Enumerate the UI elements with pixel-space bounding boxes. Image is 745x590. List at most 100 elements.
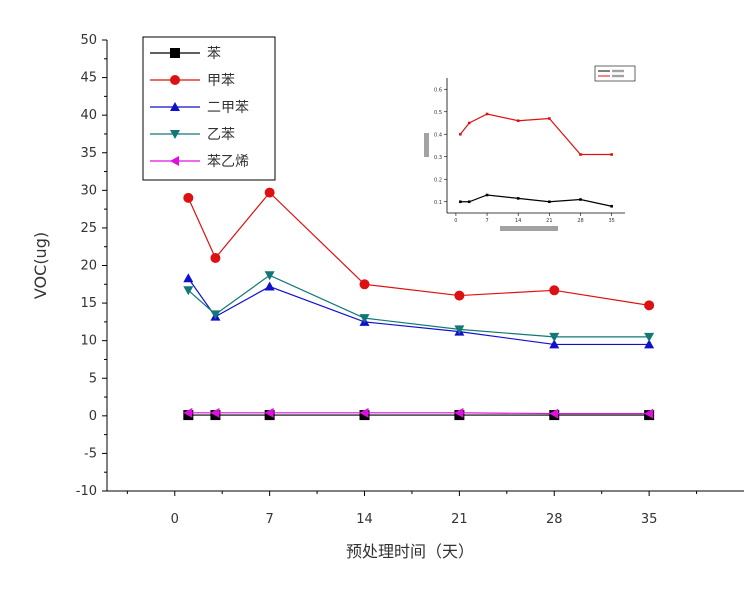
data-point <box>644 339 655 349</box>
inset-y-tick-label: 0.2 <box>434 177 442 183</box>
y-tick-label: 45 <box>80 71 97 86</box>
legend-label: 甲苯 <box>207 72 235 89</box>
x-tick-label: 0 <box>171 512 179 527</box>
data-point <box>454 325 465 335</box>
x-tick-label: 14 <box>356 512 373 527</box>
inset-y-tick-label: 0.5 <box>434 110 442 116</box>
y-axis-title: VOC(ug) <box>31 232 50 299</box>
legend-label: 乙苯 <box>207 126 235 143</box>
y-tick-label: -10 <box>76 484 97 499</box>
legend-marker <box>170 48 180 58</box>
inset-x-tick-label: 0 <box>454 218 457 224</box>
data-point <box>183 407 193 418</box>
y-tick-label: 20 <box>80 259 97 274</box>
legend-label: 二甲苯 <box>207 99 249 116</box>
inset-chart: 0.1 0.2 0.3 0.4 0.5 0.6 0 7 14 21 28 35 <box>424 65 636 231</box>
inset-data-point <box>459 200 462 204</box>
legend-box <box>142 36 276 181</box>
inset-data-point <box>610 153 613 156</box>
data-point <box>549 285 560 296</box>
y-tick-label: 15 <box>80 296 97 311</box>
y-tick-label: 50 <box>80 33 97 48</box>
data-point <box>549 339 560 349</box>
inset-x-tick-label: 28 <box>577 218 583 224</box>
inset-legend-label <box>612 69 624 73</box>
legend-item: 甲苯 <box>150 72 235 89</box>
inset-data-point <box>579 153 582 156</box>
inset-y-axis-title <box>424 133 429 157</box>
legend-marker <box>170 130 180 139</box>
series-group <box>183 187 655 311</box>
data-point <box>454 290 465 301</box>
data-point <box>359 407 369 418</box>
x-tick-label: 28 <box>546 512 563 527</box>
y-tick-label: -5 <box>84 446 97 461</box>
inset-y-tick-label: 0.6 <box>434 87 442 93</box>
legend-label: 苯 <box>207 45 221 62</box>
data-point <box>264 187 275 198</box>
legend-item: 苯乙烯 <box>150 153 249 170</box>
legend-item: 乙苯 <box>150 126 235 143</box>
inset-x-tick-label: 21 <box>546 218 552 224</box>
data-point <box>359 314 370 324</box>
y-tick-label: 10 <box>80 334 97 349</box>
inset-data-point <box>579 198 582 201</box>
data-point <box>644 332 655 342</box>
series-group <box>183 407 654 419</box>
series-group <box>183 271 655 342</box>
data-point <box>644 408 654 419</box>
data-point <box>549 332 560 342</box>
inset-series-group <box>459 193 613 208</box>
data-point <box>644 300 655 311</box>
data-point <box>183 192 194 203</box>
inset-data-point <box>485 112 489 116</box>
data-point <box>210 407 220 418</box>
data-point <box>264 281 275 291</box>
inset-x-tick-label: 35 <box>608 218 614 224</box>
legend-marker <box>170 75 180 85</box>
data-point <box>454 407 464 418</box>
inset-x-axis-title <box>500 226 558 231</box>
inset-legend <box>594 65 636 82</box>
data-point <box>264 271 275 281</box>
x-tick-label: 35 <box>641 512 658 527</box>
legend-marker <box>170 102 180 111</box>
main-series <box>183 187 655 421</box>
inset-data-point <box>548 117 551 120</box>
y-tick-label: 40 <box>80 108 97 123</box>
inset-series-group <box>459 112 613 156</box>
inset-data-point <box>485 193 489 197</box>
legend-marker <box>170 156 179 166</box>
inset-x-tick-label: 7 <box>485 218 488 224</box>
data-point <box>359 279 370 290</box>
data-point <box>210 252 221 263</box>
inset-y-tick-label: 0.1 <box>434 200 442 206</box>
inset-data-point <box>516 119 520 123</box>
data-point <box>264 407 274 418</box>
inset-x-tick-label: 14 <box>515 218 521 224</box>
data-point <box>183 273 194 283</box>
inset-legend-label <box>612 74 624 78</box>
data-point <box>183 286 194 296</box>
inset-y-tick-label: 0.4 <box>434 132 442 138</box>
inset-legend-box <box>594 65 636 82</box>
main-axes: -10 -5 0 5 10 15 20 25 30 35 40 45 50 0 7 14 21 28 35 预处理时间… <box>31 33 744 561</box>
data-point <box>210 310 221 320</box>
y-tick-label: 35 <box>80 146 97 161</box>
inset-data-point <box>548 200 551 204</box>
y-tick-label: 30 <box>80 183 97 198</box>
x-axis-title: 预处理时间（天） <box>346 542 474 561</box>
inset-data-point <box>516 197 520 200</box>
inset-data-point <box>610 204 613 208</box>
inset-data-point <box>467 200 471 204</box>
inset-data-point <box>459 132 462 136</box>
x-tick-label: 21 <box>451 512 468 527</box>
legend-item: 苯 <box>150 45 221 62</box>
x-tick-label: 7 <box>265 512 273 527</box>
y-tick-label: 0 <box>89 409 97 424</box>
legend-item: 二甲苯 <box>150 99 249 116</box>
legend-label: 苯乙烯 <box>207 153 249 170</box>
